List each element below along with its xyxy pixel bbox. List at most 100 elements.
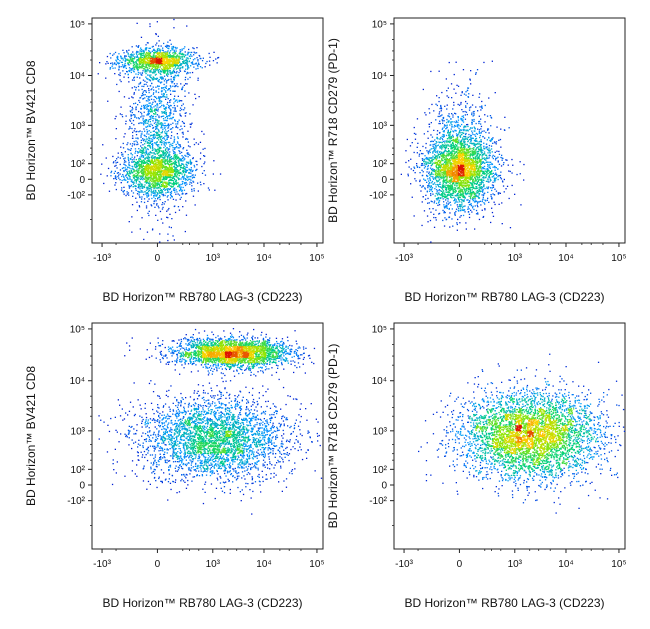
data-point	[151, 144, 154, 146]
data-point	[183, 174, 186, 176]
data-point	[139, 63, 141, 65]
data-point	[157, 148, 159, 150]
data-point	[176, 70, 178, 73]
data-point	[130, 63, 132, 65]
data-point	[480, 148, 483, 151]
data-point	[161, 173, 163, 175]
data-point	[166, 167, 168, 169]
data-point	[482, 190, 484, 192]
data-point	[486, 199, 488, 201]
data-point	[169, 146, 171, 148]
data-point	[470, 70, 472, 72]
data-point	[474, 127, 476, 129]
data-point	[163, 181, 165, 183]
data-point	[484, 137, 486, 139]
data-point	[150, 175, 153, 177]
data-point	[151, 165, 154, 167]
data-point	[199, 57, 201, 60]
data-point	[181, 192, 184, 194]
data-point	[136, 193, 139, 195]
data-point	[464, 125, 466, 127]
data-point	[158, 96, 160, 98]
data-point	[173, 139, 175, 141]
data-point	[149, 79, 151, 81]
data-point	[459, 216, 461, 218]
data-point	[483, 145, 485, 147]
data-point	[489, 154, 491, 157]
data-point	[155, 165, 157, 167]
data-point	[164, 182, 166, 184]
data-point	[446, 104, 448, 106]
data-point	[167, 160, 169, 162]
data-point	[453, 126, 455, 128]
data-point	[164, 201, 166, 203]
data-point	[185, 166, 187, 168]
data-point	[507, 164, 509, 166]
data-point	[137, 117, 140, 119]
data-point	[500, 156, 502, 159]
data-point	[186, 164, 188, 167]
data-point	[176, 54, 178, 56]
data-point	[454, 124, 456, 127]
data-point	[145, 182, 148, 184]
data-point	[164, 108, 166, 110]
data-point	[196, 160, 198, 163]
data-point	[419, 180, 421, 183]
data-point	[465, 222, 467, 224]
data-point	[166, 52, 168, 54]
data-point	[189, 51, 191, 54]
data-point	[163, 67, 166, 70]
data-point	[173, 165, 175, 168]
data-point	[161, 63, 163, 66]
data-point	[497, 161, 499, 163]
data-point	[152, 161, 154, 164]
data-point	[154, 174, 156, 176]
data-point	[188, 48, 190, 51]
data-point	[161, 93, 163, 95]
data-point	[118, 66, 120, 68]
data-point	[146, 191, 149, 194]
data-point	[485, 131, 487, 134]
data-point	[203, 133, 205, 135]
data-point	[165, 119, 168, 122]
data-point	[487, 178, 489, 180]
data-point	[462, 115, 464, 117]
data-point	[160, 123, 162, 125]
data-point	[150, 189, 153, 191]
data-point	[160, 180, 162, 182]
data-point	[167, 199, 169, 201]
data-point	[153, 153, 155, 155]
data-point	[149, 85, 152, 87]
data-point	[199, 66, 202, 68]
data-point	[157, 137, 159, 139]
data-point	[142, 173, 144, 175]
data-point	[184, 90, 186, 92]
data-point	[182, 103, 184, 105]
data-point	[182, 122, 185, 124]
data-point	[143, 177, 145, 179]
data-point	[197, 67, 199, 70]
data-point	[430, 186, 433, 188]
data-point	[464, 118, 467, 120]
data-point	[176, 182, 178, 184]
data-point	[433, 129, 435, 131]
data-point	[155, 113, 157, 115]
data-point	[135, 56, 138, 58]
data-point	[166, 103, 168, 105]
data-point	[167, 170, 169, 173]
data-point	[169, 55, 171, 57]
data-point	[130, 185, 132, 188]
data-point	[488, 97, 490, 99]
data-point	[148, 185, 150, 187]
data-point	[484, 208, 486, 210]
data-point	[157, 171, 159, 174]
data-point	[190, 182, 193, 184]
data-point	[152, 101, 154, 103]
data-point	[484, 203, 486, 205]
data-point	[142, 94, 145, 96]
data-point	[161, 56, 163, 58]
data-point	[116, 167, 118, 169]
data-point	[443, 135, 445, 137]
data-point	[494, 142, 496, 144]
data-point	[172, 61, 174, 63]
